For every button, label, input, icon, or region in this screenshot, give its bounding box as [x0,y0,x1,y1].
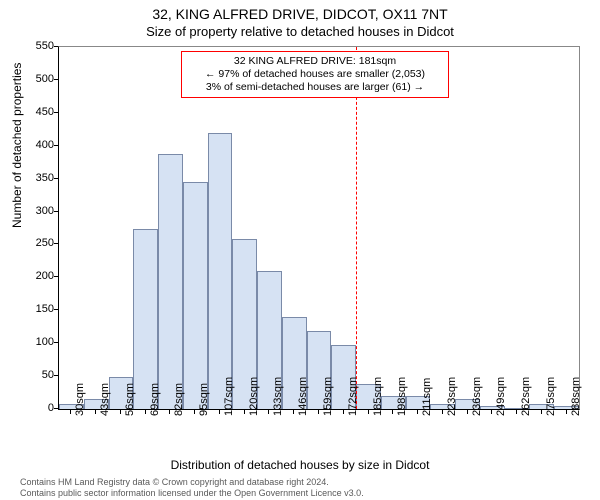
xtick-mark [417,410,418,414]
ytick-label: 450 [24,106,54,118]
xtick-label: 82sqm [173,383,185,416]
xtick-label: 211sqm [421,378,433,416]
xtick-label: 56sqm [124,383,136,416]
xtick-label: 262sqm [520,377,532,416]
xtick-mark [219,410,220,414]
xtick-label: 275sqm [545,377,557,416]
xtick-label: 223sqm [446,377,458,416]
xtick-label: 43sqm [99,383,111,416]
xtick-label: 236sqm [471,377,483,416]
xtick-mark [293,410,294,414]
chart-title-main: 32, KING ALFRED DRIVE, DIDCOT, OX11 7NT [0,0,600,22]
ytick-label: 200 [24,270,54,282]
plot-box: 32 KING ALFRED DRIVE: 181sqm ← 97% of de… [58,46,580,410]
xtick-mark [145,410,146,414]
ytick-mark [54,375,58,376]
annotation-line2: ← 97% of detached houses are smaller (2,… [188,68,442,81]
xtick-mark [392,410,393,414]
xtick-mark [516,410,517,414]
ytick-mark [54,309,58,310]
y-axis-label: Number of detached properties [10,63,24,228]
xtick-mark [318,410,319,414]
ytick-label: 50 [24,369,54,381]
xtick-label: 95sqm [198,383,210,416]
xtick-mark [169,410,170,414]
footer-line1: Contains HM Land Registry data © Crown c… [20,477,364,487]
xtick-mark [268,410,269,414]
xtick-label: 133sqm [272,377,284,416]
xtick-mark [368,410,369,414]
ytick-mark [54,46,58,47]
ytick-label: 500 [24,73,54,85]
footer-attribution: Contains HM Land Registry data © Crown c… [20,477,364,498]
property-marker-line [356,47,357,409]
footer-line2: Contains public sector information licen… [20,488,364,498]
xtick-mark [244,410,245,414]
xtick-mark [95,410,96,414]
xtick-label: 107sqm [223,377,235,416]
xtick-mark [194,410,195,414]
bar [158,154,183,409]
ytick-mark [54,112,58,113]
xtick-label: 146sqm [297,377,309,416]
xtick-mark [343,410,344,414]
ytick-label: 550 [24,40,54,52]
ytick-mark [54,276,58,277]
xtick-label: 69sqm [149,383,161,416]
xtick-mark [70,410,71,414]
xtick-mark [491,410,492,414]
ytick-label: 250 [24,237,54,249]
ytick-label: 350 [24,172,54,184]
annotation-line1: 32 KING ALFRED DRIVE: 181sqm [188,55,442,68]
xtick-label: 288sqm [570,377,582,416]
ytick-label: 400 [24,139,54,151]
ytick-label: 100 [24,336,54,348]
ytick-mark [54,211,58,212]
xtick-mark [541,410,542,414]
xtick-label: 249sqm [495,377,507,416]
annotation-line3: 3% of semi-detached houses are larger (6… [188,81,442,94]
xtick-label: 198sqm [396,377,408,416]
bar [208,133,233,409]
xtick-mark [467,410,468,414]
ytick-mark [54,408,58,409]
xtick-label: 159sqm [322,377,334,416]
xtick-label: 120sqm [248,377,260,416]
ytick-mark [54,79,58,80]
annotation-box: 32 KING ALFRED DRIVE: 181sqm ← 97% of de… [181,51,449,98]
ytick-mark [54,342,58,343]
x-axis-label: Distribution of detached houses by size … [0,458,600,472]
xtick-label: 172sqm [347,377,359,416]
xtick-label: 30sqm [74,383,86,416]
xtick-mark [442,410,443,414]
xtick-mark [120,410,121,414]
ytick-mark [54,145,58,146]
chart-area: 32 KING ALFRED DRIVE: 181sqm ← 97% of de… [58,46,580,410]
chart-title-sub: Size of property relative to detached ho… [0,22,600,39]
bar [183,182,208,409]
bars-container [59,47,579,409]
ytick-label: 300 [24,205,54,217]
ytick-mark [54,243,58,244]
ytick-label: 0 [24,402,54,414]
ytick-label: 150 [24,303,54,315]
xtick-mark [566,410,567,414]
xtick-label: 185sqm [372,377,384,416]
ytick-mark [54,178,58,179]
